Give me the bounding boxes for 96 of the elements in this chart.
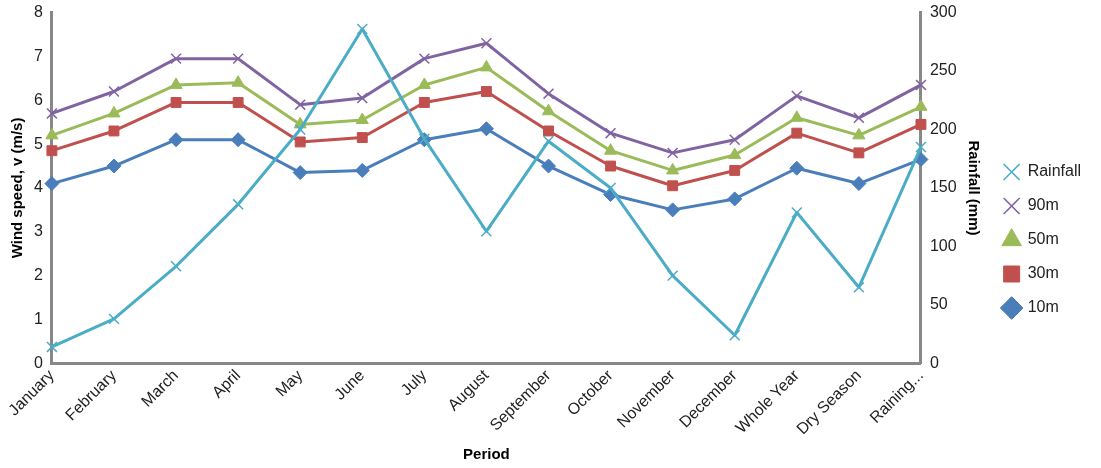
point xyxy=(356,132,368,143)
point xyxy=(232,52,244,65)
point xyxy=(479,59,493,72)
point xyxy=(232,198,244,211)
y-tick-label: 6 xyxy=(33,90,43,108)
y-tick-label: 1 xyxy=(33,309,43,327)
y-tick-label: 3 xyxy=(33,222,43,240)
point xyxy=(666,147,679,159)
point xyxy=(790,110,804,122)
point xyxy=(45,127,59,140)
point xyxy=(480,86,492,97)
x-tick-label: May xyxy=(272,366,306,400)
y-tick-label: 7 xyxy=(33,46,43,64)
point xyxy=(168,132,184,148)
y2-tick-label: 50 xyxy=(929,295,948,313)
point xyxy=(106,158,122,174)
legend-label: 10m xyxy=(1027,298,1059,316)
y2-tick-label: 300 xyxy=(929,3,957,21)
point xyxy=(46,107,58,120)
point xyxy=(914,99,928,111)
point xyxy=(852,127,866,140)
point xyxy=(355,112,369,125)
point xyxy=(417,77,431,89)
y-tick-label: 0 xyxy=(33,353,43,371)
y-axis-title: Wind speed, v (m/s) xyxy=(8,117,26,259)
point xyxy=(478,121,494,137)
point xyxy=(666,162,680,175)
point xyxy=(231,75,245,87)
point xyxy=(480,225,493,237)
point xyxy=(665,202,681,218)
point xyxy=(356,92,368,104)
point xyxy=(108,313,120,325)
point xyxy=(232,97,244,108)
point xyxy=(851,176,867,192)
point xyxy=(541,158,556,174)
point xyxy=(853,281,865,294)
point xyxy=(170,260,182,272)
y2-tick-label: 150 xyxy=(929,178,957,196)
point xyxy=(604,182,617,194)
point xyxy=(915,141,927,153)
point xyxy=(542,135,555,147)
point xyxy=(541,103,556,116)
point xyxy=(729,134,741,146)
point xyxy=(230,132,246,148)
y-tick-label: 4 xyxy=(33,178,43,196)
point xyxy=(418,97,430,108)
y2-axis-title: Rainfall (mm) xyxy=(965,140,983,236)
point xyxy=(294,136,306,148)
point xyxy=(46,145,58,157)
point xyxy=(729,164,741,176)
legend-label: Rainfall xyxy=(1027,162,1081,180)
point xyxy=(108,85,120,98)
point xyxy=(791,90,803,102)
y2-tick-label: 0 xyxy=(929,353,939,371)
point xyxy=(667,180,679,192)
legend-label: 90m xyxy=(1027,196,1059,214)
point xyxy=(604,127,617,139)
point xyxy=(107,105,121,118)
point xyxy=(294,98,306,111)
point xyxy=(169,77,183,89)
point xyxy=(789,160,805,176)
x-tick-label: July xyxy=(397,366,430,399)
point xyxy=(356,23,368,35)
point xyxy=(853,147,865,159)
point xyxy=(292,165,308,181)
point xyxy=(791,127,803,139)
y-tick-label: 8 xyxy=(33,3,43,21)
point xyxy=(480,37,493,49)
y-tick-label: 2 xyxy=(33,266,43,284)
point xyxy=(108,125,120,137)
x-axis-title: Period xyxy=(463,445,510,463)
point xyxy=(418,52,431,65)
point xyxy=(666,269,679,282)
point xyxy=(294,123,306,136)
point xyxy=(915,79,927,91)
point xyxy=(791,206,803,219)
point xyxy=(728,147,742,160)
point xyxy=(729,329,741,341)
y2-tick-label: 200 xyxy=(929,119,957,137)
legend-label: 50m xyxy=(1027,230,1059,248)
point xyxy=(542,88,555,100)
y2-tick-label: 250 xyxy=(929,61,957,79)
y-tick-label: 5 xyxy=(33,134,43,152)
y2-tick-label: 100 xyxy=(929,236,957,254)
point xyxy=(44,176,60,192)
point xyxy=(170,97,182,108)
point xyxy=(170,52,182,65)
point xyxy=(604,143,618,155)
point xyxy=(727,191,743,207)
point xyxy=(915,118,927,130)
point xyxy=(853,112,865,124)
point xyxy=(543,125,554,137)
point xyxy=(46,341,58,353)
legend-label: 30m xyxy=(1027,264,1059,282)
point xyxy=(354,162,370,178)
point xyxy=(605,160,617,172)
